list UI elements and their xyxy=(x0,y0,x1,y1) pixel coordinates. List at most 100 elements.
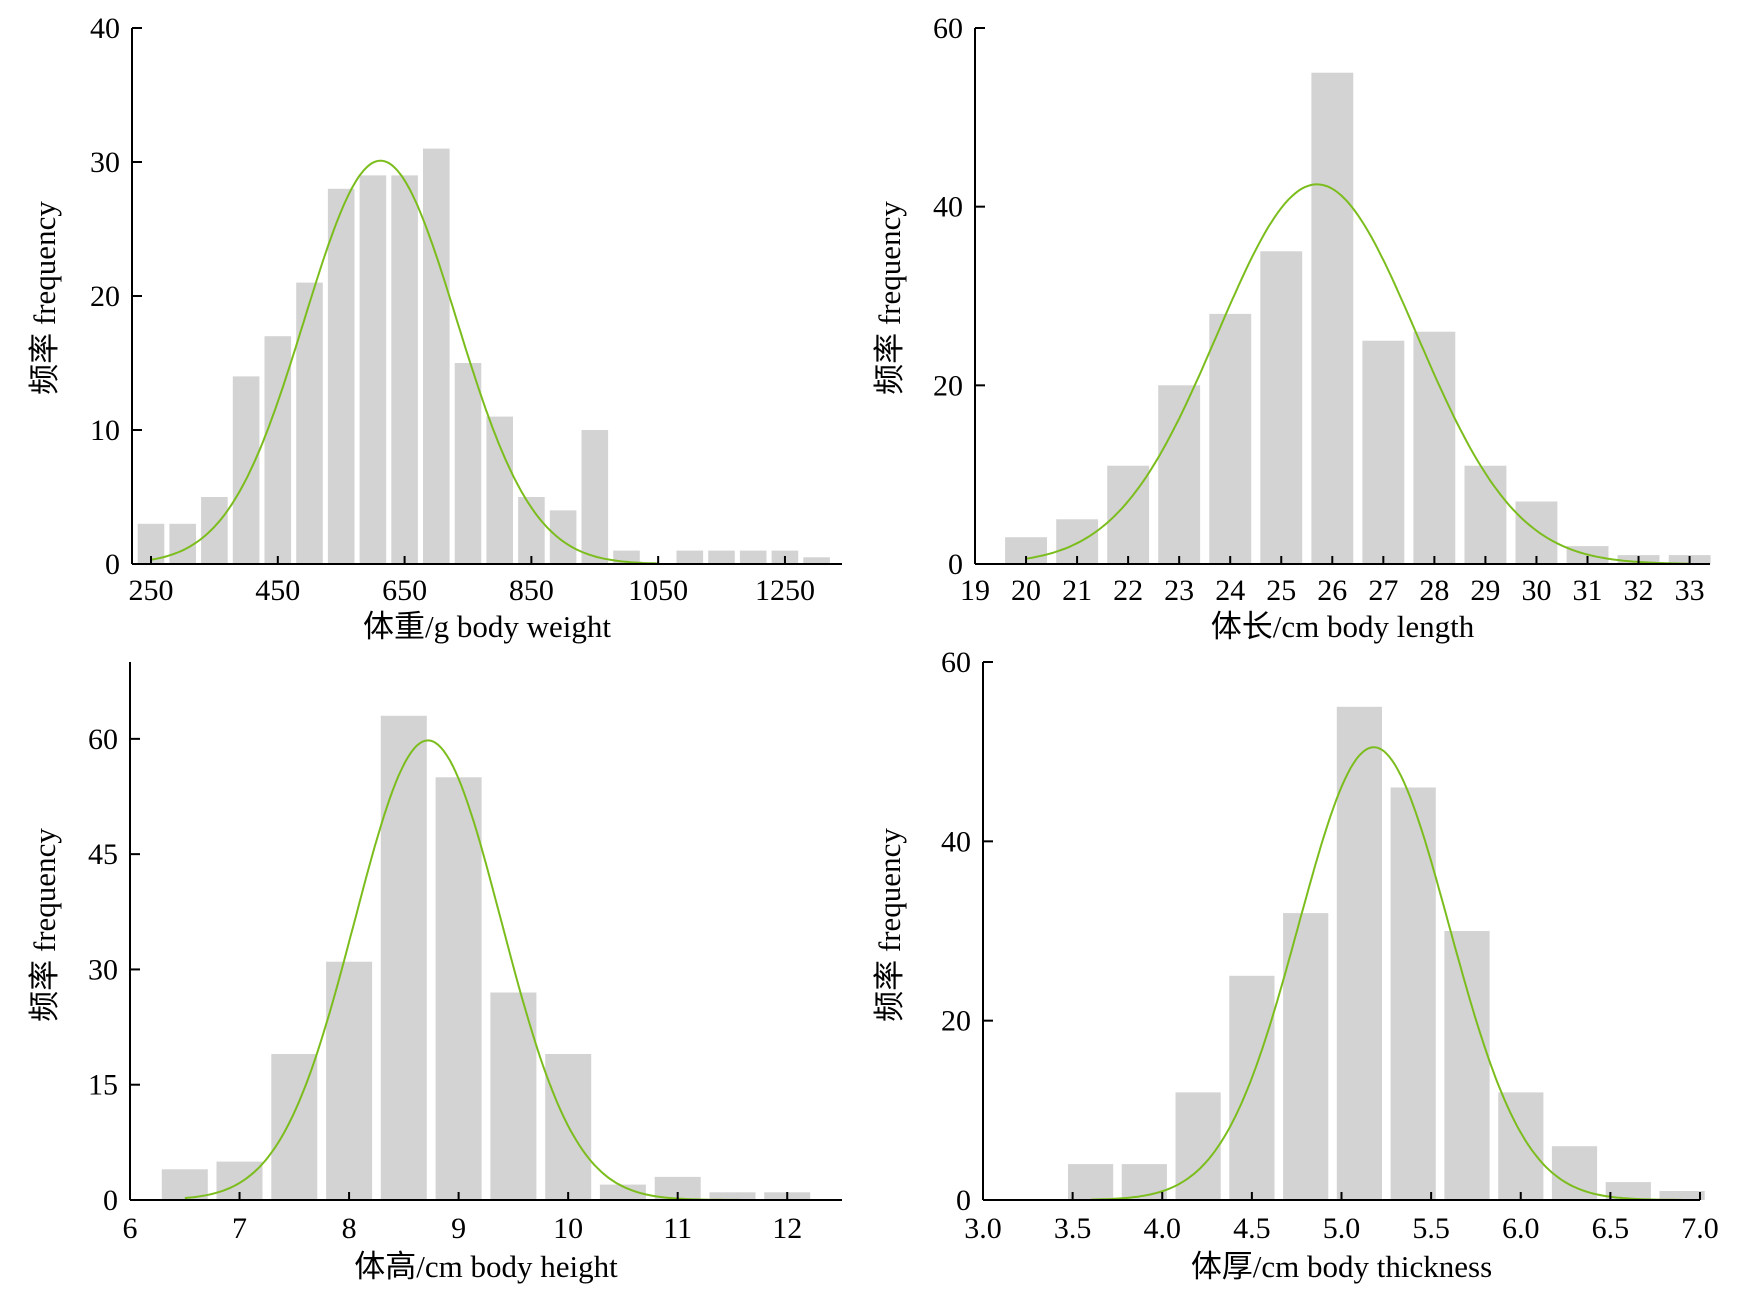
y-tick-label: 45 xyxy=(88,838,118,871)
y-tick-label: 0 xyxy=(105,548,120,581)
x-tick-label: 650 xyxy=(382,574,427,607)
histogram-bar xyxy=(1413,331,1456,564)
y-tick-label: 0 xyxy=(956,1184,971,1217)
histogram-bar xyxy=(380,715,427,1200)
histogram-bar xyxy=(1390,787,1436,1200)
histogram-bar xyxy=(423,148,450,564)
y-tick-label: 60 xyxy=(88,723,118,756)
x-tick-label: 11 xyxy=(663,1212,692,1245)
x-tick-label: 7.0 xyxy=(1681,1212,1719,1245)
chart-panel-body-thickness: 0 20 40 60 3.0 3.5 4.0 4.5 5.0 5.5 6.0 6.5 7.0 体厚/cm … xyxy=(872,646,1719,1284)
histogram-bar xyxy=(1515,501,1558,564)
x-tick-label: 6.5 xyxy=(1592,1212,1630,1245)
y-axis-title-body-height: 频率 frequency xyxy=(27,828,62,1022)
histogram-bar xyxy=(391,175,418,564)
y-tick-label: 20 xyxy=(941,1005,971,1038)
histogram-bar xyxy=(1336,706,1382,1200)
chart-panel-body-height: 0 15 30 45 60 6 7 8 9 10 11 12 体高/cm body height 频率 f… xyxy=(27,662,842,1284)
histogram-bar xyxy=(1605,1182,1651,1200)
histogram-bar xyxy=(1209,313,1252,564)
y-tick-label: 0 xyxy=(103,1184,118,1217)
y-tick-label: 40 xyxy=(933,191,963,224)
histogram-bar xyxy=(359,175,387,564)
histogram-bar xyxy=(435,777,482,1200)
chart-panel-body-weight: 0 10 20 30 40 250 450 650 850 1050 1250 体重/g body w… xyxy=(27,12,842,644)
x-tick-label: 10 xyxy=(553,1212,583,1245)
x-axis-title-body-height: 体高/cm body height xyxy=(354,1249,618,1284)
histogram-bar xyxy=(161,1169,208,1200)
x-tick-label: 6 xyxy=(123,1212,138,1245)
x-tick-label: 33 xyxy=(1675,574,1705,607)
histogram-bar xyxy=(654,1176,701,1200)
x-tick-label: 1050 xyxy=(628,574,688,607)
histogram-bar xyxy=(1464,465,1507,564)
x-tick-label: 7 xyxy=(232,1212,247,1245)
histogram-bar xyxy=(1551,1146,1598,1200)
x-tick-label: 25 xyxy=(1266,574,1296,607)
x-tick-label: 8 xyxy=(342,1212,357,1245)
y-tick-label: 60 xyxy=(941,646,971,679)
y-tick-label: 20 xyxy=(90,280,120,313)
y-axis-title-body-length: 频率 frequency xyxy=(872,201,907,395)
x-tick-label: 3.0 xyxy=(964,1212,1002,1245)
histogram-bar xyxy=(1229,975,1275,1200)
x-tick-label: 19 xyxy=(960,574,990,607)
y-tick-label: 30 xyxy=(90,146,120,179)
x-tick-label: 26 xyxy=(1317,574,1347,607)
histogram-bar xyxy=(271,1054,318,1200)
x-tick-label: 3.5 xyxy=(1054,1212,1092,1245)
histogram-bar xyxy=(1444,931,1490,1200)
x-tick-label: 29 xyxy=(1470,574,1500,607)
x-axis-title-body-length: 体长/cm body length xyxy=(1211,609,1475,644)
histogram-bar xyxy=(1362,340,1405,564)
histogram-bar xyxy=(709,1192,756,1200)
histogram-bar xyxy=(803,557,830,564)
histogram-bar xyxy=(486,416,513,564)
histogram-bar xyxy=(1068,1164,1114,1200)
x-axis-title-body-weight: 体重/g body weight xyxy=(363,609,611,644)
histogram-bar xyxy=(549,510,577,564)
histogram-bar xyxy=(1659,1191,1705,1200)
x-tick-label: 21 xyxy=(1062,574,1092,607)
y-tick-label: 60 xyxy=(933,12,963,45)
histogram-bar xyxy=(296,282,323,564)
histogram-bar xyxy=(264,336,292,564)
y-tick-label: 20 xyxy=(933,369,963,402)
x-tick-label: 31 xyxy=(1573,574,1603,607)
x-tick-label: 23 xyxy=(1164,574,1194,607)
x-tick-label: 250 xyxy=(129,574,174,607)
x-tick-label: 5.0 xyxy=(1323,1212,1361,1245)
normal-fit-curve xyxy=(150,159,659,565)
y-tick-label: 15 xyxy=(88,1069,118,1102)
x-tick-label: 30 xyxy=(1521,574,1551,607)
histogram-bar xyxy=(327,188,355,565)
chart-panel-body-length: 0 20 40 60 19 20 21 22 23 24 25 26 27 28 29 30 31 32 33 体长/… xyxy=(872,12,1711,644)
x-axis-title-body-thickness: 体厚/cm body thickness xyxy=(1191,1249,1492,1284)
histogram-bar xyxy=(1260,251,1303,565)
histogram-bar xyxy=(1311,72,1354,564)
x-tick-label: 20 xyxy=(1011,574,1041,607)
x-tick-label: 5.5 xyxy=(1412,1212,1450,1245)
histogram-bar xyxy=(599,1184,646,1200)
x-tick-label: 27 xyxy=(1368,574,1398,607)
x-tick-label: 4.5 xyxy=(1233,1212,1271,1245)
histogram-bar xyxy=(232,376,260,564)
histogram-bar xyxy=(1175,1092,1221,1200)
histogram-bar xyxy=(454,363,482,564)
histogram-bar xyxy=(676,550,704,564)
histogram-bar xyxy=(581,430,609,564)
histogram-bar xyxy=(1283,913,1329,1200)
x-tick-label: 4.0 xyxy=(1144,1212,1182,1245)
x-tick-label: 12 xyxy=(772,1212,802,1245)
histogram-bar xyxy=(490,992,537,1200)
y-axis-title-body-thickness: 频率 frequency xyxy=(872,828,907,1022)
x-tick-label: 22 xyxy=(1113,574,1143,607)
x-tick-label: 24 xyxy=(1215,574,1245,607)
y-tick-label: 10 xyxy=(90,414,120,447)
histogram-bar xyxy=(1498,1092,1544,1200)
y-tick-label: 30 xyxy=(88,953,118,986)
histogram-bar xyxy=(1121,1164,1167,1200)
histogram-bar xyxy=(739,550,767,564)
x-tick-label: 6.0 xyxy=(1502,1212,1540,1245)
